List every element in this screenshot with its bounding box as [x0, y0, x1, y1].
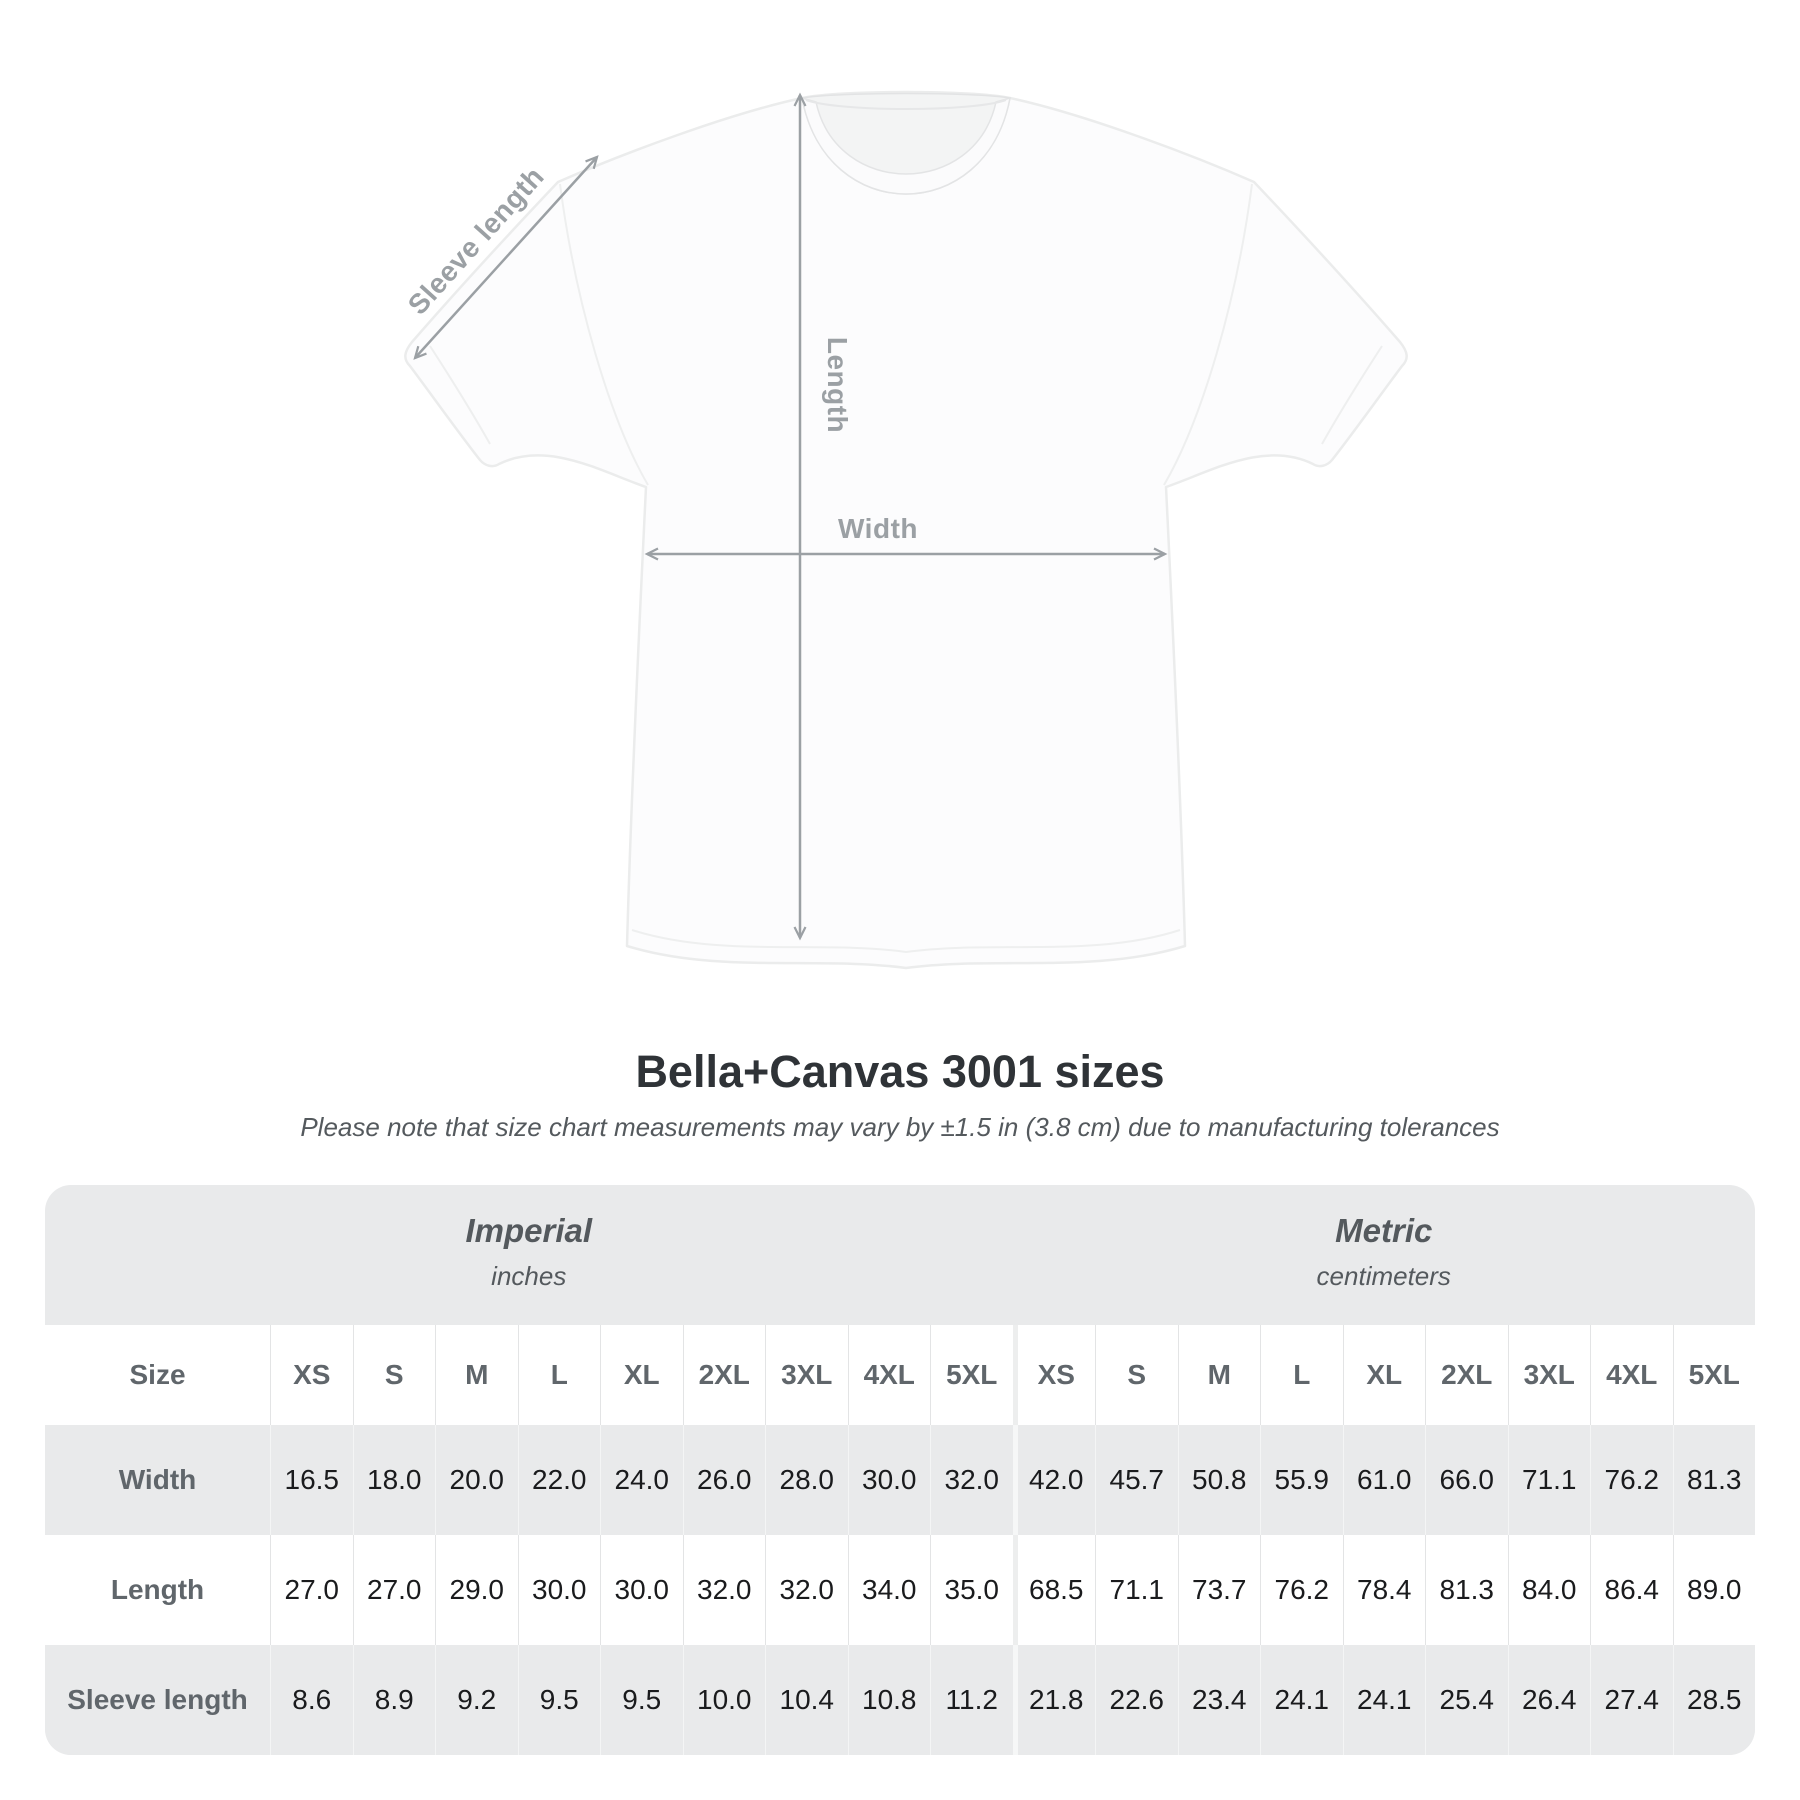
cell-width-imperial-xl: 24.0 — [600, 1425, 683, 1535]
size-column-header: Size — [129, 1359, 186, 1390]
width-label: Width — [838, 513, 918, 544]
cell-length-imperial-s: 27.0 — [352, 1535, 436, 1645]
tshirt-image — [404, 90, 1408, 970]
size-header-imperial-m: M — [435, 1325, 518, 1425]
metric-unit-label: centimeters — [1316, 1261, 1451, 1292]
size-header-metric-s: S — [1095, 1325, 1178, 1425]
cell-length-metric-xl: 78.4 — [1342, 1535, 1426, 1645]
cell-length-metric-s: 71.1 — [1095, 1535, 1178, 1645]
metric-group-header: Metric centimeters — [1013, 1185, 1755, 1325]
cell-length-metric-m: 73.7 — [1177, 1535, 1261, 1645]
size-table: Imperial inches Metric centimeters Size X… — [45, 1185, 1755, 1755]
cell-length-metric-5xl: 89.0 — [1672, 1535, 1756, 1645]
size-header-imperial-5xl: 5XL — [930, 1325, 1013, 1425]
cell-width-metric-xs: 42.0 — [1012, 1425, 1096, 1535]
cell-sleeve-length-imperial-4xl: 10.8 — [847, 1645, 931, 1755]
cell-sleeve-length-imperial-3xl: 10.4 — [765, 1645, 848, 1755]
row-label: Width — [118, 1464, 197, 1495]
cell-sleeve-length-metric-2xl: 25.4 — [1425, 1645, 1508, 1755]
cell-length-imperial-l: 30.0 — [517, 1535, 601, 1645]
cell-width-imperial-4xl: 30.0 — [847, 1425, 931, 1535]
size-header-metric-3xl: 3XL — [1507, 1325, 1591, 1425]
size-header-metric-m: M — [1177, 1325, 1261, 1425]
size-header-metric-xl: XL — [1342, 1325, 1426, 1425]
size-header-imperial-xl: XL — [600, 1325, 683, 1425]
row-sleeve-length: Sleeve length 8.6 8.9 9.2 9.5 9.5 10.0 10.4 10.8… — [45, 1645, 1755, 1755]
cell-sleeve-length-metric-l: 24.1 — [1260, 1645, 1343, 1755]
unit-group-header-row: Imperial inches Metric centimeters — [45, 1185, 1755, 1325]
cell-width-metric-3xl: 71.1 — [1507, 1425, 1591, 1535]
cell-sleeve-length-imperial-xs: 8.6 — [270, 1645, 353, 1755]
imperial-unit-label: inches — [491, 1261, 567, 1292]
cell-width-metric-m: 50.8 — [1177, 1425, 1261, 1535]
size-header-metric-xs: XS — [1012, 1325, 1096, 1425]
size-header-metric-4xl: 4XL — [1590, 1325, 1673, 1425]
cell-sleeve-length-metric-xl: 24.1 — [1342, 1645, 1426, 1755]
row-label: Length — [110, 1574, 205, 1605]
cell-length-imperial-5xl: 35.0 — [930, 1535, 1013, 1645]
cell-width-imperial-2xl: 26.0 — [682, 1425, 766, 1535]
cell-width-metric-xl: 61.0 — [1342, 1425, 1426, 1535]
row-label: Sleeve length — [67, 1684, 248, 1715]
cell-width-metric-s: 45.7 — [1095, 1425, 1178, 1535]
size-header-imperial-l: L — [517, 1325, 601, 1425]
cell-length-imperial-2xl: 32.0 — [682, 1535, 766, 1645]
cell-sleeve-length-metric-m: 23.4 — [1177, 1645, 1261, 1755]
size-header-metric-l: L — [1260, 1325, 1343, 1425]
cell-length-metric-3xl: 84.0 — [1507, 1535, 1591, 1645]
cell-width-metric-5xl: 81.3 — [1672, 1425, 1756, 1535]
cell-length-metric-xs: 68.5 — [1012, 1535, 1096, 1645]
cell-length-metric-4xl: 86.4 — [1590, 1535, 1673, 1645]
cell-sleeve-length-metric-s: 22.6 — [1095, 1645, 1178, 1755]
size-header-imperial-2xl: 2XL — [682, 1325, 766, 1425]
cell-width-metric-2xl: 66.0 — [1425, 1425, 1508, 1535]
imperial-label: Imperial — [465, 1212, 593, 1249]
row-width: Width 16.5 18.0 20.0 22.0 24.0 26.0 28.0 30.0 32.… — [45, 1425, 1755, 1535]
cell-width-imperial-3xl: 28.0 — [765, 1425, 848, 1535]
tshirt-measurement-diagram: Sleeve length Length Width — [402, 90, 1408, 970]
metric-label: Metric — [1335, 1212, 1433, 1249]
cell-sleeve-length-metric-3xl: 26.4 — [1507, 1645, 1591, 1755]
cell-sleeve-length-imperial-s: 8.9 — [352, 1645, 436, 1755]
cell-sleeve-length-imperial-m: 9.2 — [435, 1645, 518, 1755]
cell-width-imperial-5xl: 32.0 — [930, 1425, 1013, 1535]
cell-width-imperial-m: 20.0 — [435, 1425, 518, 1535]
cell-length-imperial-3xl: 32.0 — [765, 1535, 848, 1645]
cell-length-imperial-m: 29.0 — [435, 1535, 518, 1645]
size-header-imperial-3xl: 3XL — [765, 1325, 848, 1425]
size-header-imperial-s: S — [352, 1325, 436, 1425]
cell-length-metric-l: 76.2 — [1260, 1535, 1343, 1645]
size-header-row: Size XS S M L XL 2XL 3XL 4XL 5XL XS S M L XL 2XL 3XL 4XL 5… — [45, 1325, 1755, 1425]
cell-width-imperial-s: 18.0 — [352, 1425, 436, 1535]
cell-width-metric-l: 55.9 — [1260, 1425, 1343, 1535]
cell-length-metric-2xl: 81.3 — [1425, 1535, 1508, 1645]
collar-band — [801, 96, 1011, 195]
size-header-imperial-4xl: 4XL — [847, 1325, 931, 1425]
length-label: Length — [822, 337, 853, 433]
cell-sleeve-length-imperial-xl: 9.5 — [600, 1645, 683, 1755]
cell-width-imperial-l: 22.0 — [517, 1425, 601, 1535]
cell-width-metric-4xl: 76.2 — [1590, 1425, 1673, 1535]
cell-width-imperial-xs: 16.5 — [270, 1425, 353, 1535]
cell-sleeve-length-imperial-5xl: 11.2 — [930, 1645, 1013, 1755]
cell-sleeve-length-imperial-2xl: 10.0 — [682, 1645, 766, 1755]
page-subtitle: Please note that size chart measurements… — [300, 1112, 1500, 1142]
row-length: Length 27.0 27.0 29.0 30.0 30.0 32.0 32.0 34.0 35… — [45, 1535, 1755, 1645]
cell-sleeve-length-metric-5xl: 28.5 — [1672, 1645, 1756, 1755]
size-header-metric-2xl: 2XL — [1425, 1325, 1508, 1425]
cell-sleeve-length-imperial-l: 9.5 — [517, 1645, 601, 1755]
cell-length-imperial-xl: 30.0 — [600, 1535, 683, 1645]
cell-sleeve-length-metric-4xl: 27.4 — [1590, 1645, 1673, 1755]
imperial-group-header: Imperial inches — [45, 1185, 1013, 1325]
cell-length-imperial-4xl: 34.0 — [847, 1535, 931, 1645]
page-title: Bella+Canvas 3001 sizes — [635, 1046, 1165, 1097]
cell-length-imperial-xs: 27.0 — [270, 1535, 353, 1645]
sleeve-length-arrow — [413, 155, 599, 360]
size-header-imperial-xs: XS — [270, 1325, 353, 1425]
size-header-metric-5xl: 5XL — [1672, 1325, 1756, 1425]
cell-sleeve-length-metric-xs: 21.8 — [1012, 1645, 1096, 1755]
